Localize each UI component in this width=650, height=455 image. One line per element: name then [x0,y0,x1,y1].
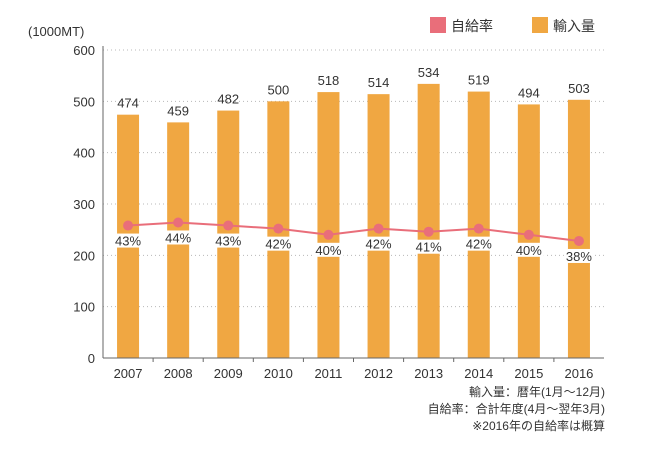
bar-value-label: 474 [117,96,139,111]
ratio-point [323,229,334,240]
notes: 輸入量：暦年(1月〜12月) 自給率：合計年度(4月〜翌年3月) ※2016年の… [428,384,605,433]
ratio-label-bg [163,230,194,245]
ratio-value-label: 38% [566,249,592,264]
legend-swatch-self-sufficiency [430,17,446,33]
ratio-value-label: 43% [115,234,141,249]
legend: 自給率 輸入量 [430,17,595,34]
bar [567,99,590,358]
ratio-value-label: 41% [416,240,442,255]
legend-label-imports: 輸入量 [553,18,595,34]
ratio-label-bg [463,236,494,251]
axes: (1000MT) 0 100 200 300 400 500 600 2007 2008 2009… [28,24,604,381]
ratio-point [523,229,534,240]
y-tick-label: 600 [73,43,95,58]
ratio-label-bg [563,248,594,263]
ratio-label-bg [263,236,294,251]
ratio-line [127,221,580,242]
ratio-label-bg [113,233,144,248]
x-tick-label: 2007 [114,366,143,381]
note-2016-estimate: ※2016年の自給率は概算 [472,418,605,433]
ratio-label-bg [213,233,244,248]
bars [117,83,590,359]
x-tick-label: 2016 [564,366,593,381]
ratio-point [223,220,234,231]
bar-value-label: 518 [318,73,340,88]
ratio-value-label: 42% [265,237,291,252]
bar-value-label: 459 [167,103,189,118]
y-tick-label: 400 [73,146,95,161]
self-sufficiency-line [123,217,584,246]
note-imports-period: 輸入量：暦年(1月〜12月) [469,384,605,399]
ratio-value-label: 43% [215,234,241,249]
bar-value-label: 500 [267,82,289,97]
note-ratio-period: 自給率：合計年度(4月〜翌年3月) [428,401,605,416]
ratio-point [123,220,134,231]
y-unit-label: (1000MT) [28,24,84,39]
x-tick-label: 2011 [314,366,342,381]
x-tick-label: 2010 [264,366,293,381]
ratio-label-bg [513,242,544,257]
y-tick-label: 0 [88,351,95,366]
bar-value-label: 482 [217,92,239,107]
bar-value-label: 519 [468,73,490,88]
data-labels: 474 459 482 500 518 514 534 519 494 503 43% 44% 43% 4… [113,65,594,264]
bar-value-label: 534 [418,65,440,80]
bar [317,92,340,359]
ratio-label-bg [413,239,444,254]
ratio-point [573,235,584,246]
ratio-value-label: 42% [466,237,492,252]
ratio-value-label: 42% [366,237,392,252]
ratio-value-label: 40% [315,243,341,258]
x-tick-label: 2013 [414,366,443,381]
y-tick-label: 200 [73,248,95,263]
ratio-point [473,223,484,234]
ratio-point [423,226,434,237]
ratio-value-label: 40% [516,243,542,258]
y-tick-label: 500 [73,94,95,109]
ratio-label-bg [313,242,344,257]
legend-swatch-imports [532,17,548,33]
bar-value-label: 514 [368,75,390,90]
x-tick-label: 2008 [164,366,193,381]
legend-label-self-sufficiency: 自給率 [451,18,493,34]
x-tick-label: 2012 [364,366,393,381]
y-tick-label: 300 [73,197,95,212]
x-tick-label: 2009 [214,366,243,381]
x-tick-label: 2014 [464,366,493,381]
ratio-label-bg [363,236,394,251]
y-tick-label: 100 [73,300,95,315]
bar [417,83,440,358]
ratio-point [273,223,284,234]
x-tick-label: 2015 [514,366,543,381]
ratio-value-label: 44% [165,230,191,245]
bar-value-label: 503 [568,81,590,96]
ratio-point [173,217,184,228]
bar-value-label: 494 [518,85,540,100]
ratio-point [373,223,384,234]
